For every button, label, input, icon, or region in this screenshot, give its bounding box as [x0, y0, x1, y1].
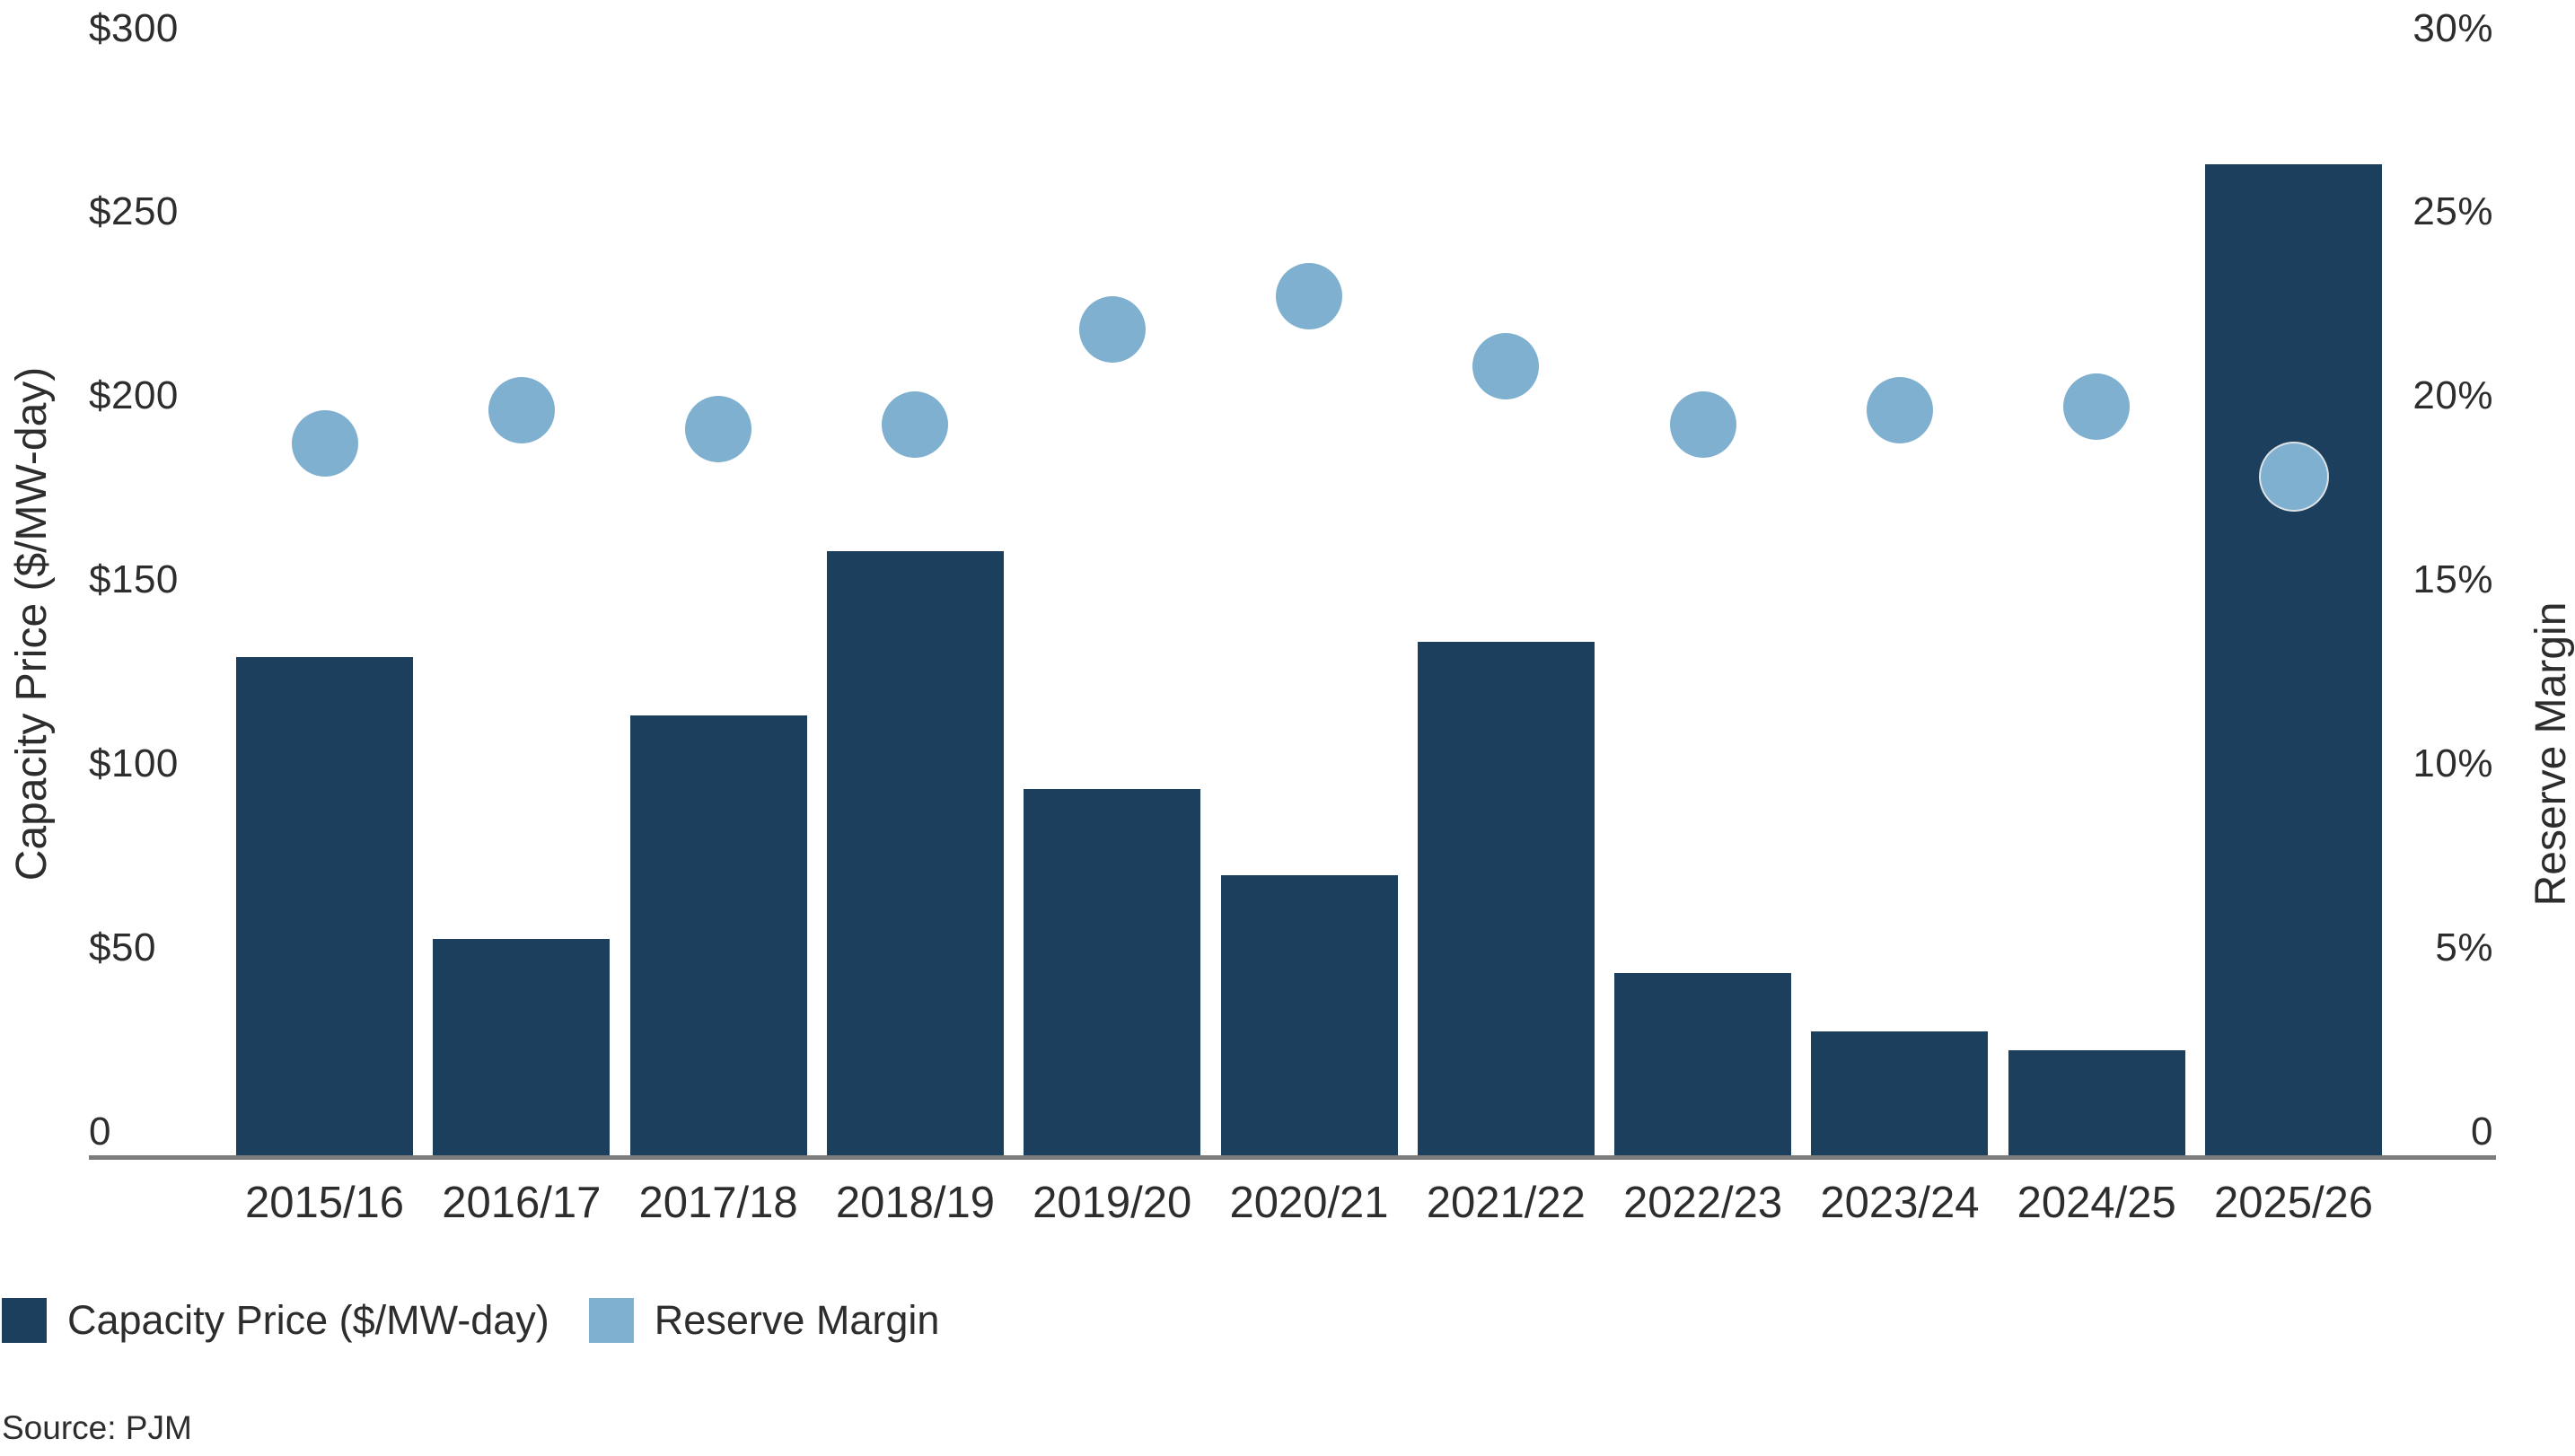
x-axis-label-2016/17: 2016/17	[442, 1179, 602, 1227]
right-axis-tick-0: 0	[2471, 1110, 2493, 1153]
left-axis-tick-$300: $300	[89, 5, 179, 50]
left-axis-tick-$200: $200	[89, 373, 179, 418]
left-axis-tick-$250: $250	[89, 189, 179, 234]
x-axis-label-2019/20: 2019/20	[1033, 1179, 1192, 1227]
left-axis-tick-$150: $150	[89, 557, 179, 602]
left-axis-title: Capacity Price ($/MW-day)	[8, 366, 56, 881]
legend: Capacity Price ($/MW-day) Reserve Margin	[2, 1298, 939, 1343]
bar-2025/26	[2205, 163, 2382, 1157]
right-axis-tick-20%: 20%	[2412, 373, 2493, 418]
dot-2017/18	[685, 395, 752, 462]
x-axis-label-2024/25: 2024/25	[2017, 1179, 2176, 1227]
bar-2021/22	[1417, 642, 1595, 1157]
left-axis-tick-$50: $50	[89, 925, 156, 970]
right-axis-title: Reserve Margin	[2527, 601, 2575, 907]
legend-label: Reserve Margin	[654, 1297, 940, 1343]
bar-2017/18	[629, 715, 807, 1157]
source-note: Source: PJM	[2, 1409, 192, 1446]
legend-item-Capacity Price ($/MW-day): Capacity Price ($/MW-day)	[2, 1298, 549, 1343]
x-axis-label-2015/16: 2015/16	[244, 1179, 405, 1227]
right-axis-tick-10%: 10%	[2412, 741, 2493, 786]
right-axis-tick-30%: 30%	[2412, 5, 2493, 50]
left-axis-tick-$100: $100	[89, 741, 179, 786]
x-axis-label-2022/23: 2022/23	[1623, 1179, 1783, 1227]
x-axis-label-2021/22: 2021/22	[1426, 1179, 1586, 1227]
dot-2019/20	[1078, 295, 1146, 363]
legend-swatch-Reserve Margin	[588, 1298, 634, 1343]
x-axis-label-2023/24: 2023/24	[1820, 1179, 1980, 1227]
bar-2019/20	[1024, 789, 1201, 1157]
dot-2024/25	[2063, 373, 2131, 440]
dot-2018/19	[882, 391, 949, 459]
bar-2020/21	[1220, 875, 1398, 1157]
bar-2016/17	[433, 938, 611, 1157]
bar-2015/16	[236, 656, 413, 1157]
dot-2016/17	[488, 377, 555, 444]
bar-2023/24	[1811, 1031, 1989, 1157]
dot-2015/16	[291, 409, 358, 477]
dot-2023/24	[1866, 377, 1933, 444]
x-axis-label-2025/26: 2025/26	[2213, 1179, 2374, 1227]
legend-item-Reserve Margin: Reserve Margin	[588, 1297, 940, 1343]
x-axis-label-2020/21: 2020/21	[1229, 1179, 1389, 1227]
dot-2020/21	[1276, 262, 1342, 329]
bar-2022/23	[1614, 973, 1792, 1157]
legend-swatch-Capacity Price ($/MW-day)	[2, 1298, 47, 1343]
right-axis-tick-15%: 15%	[2412, 557, 2493, 602]
dot-2025/26	[2260, 443, 2327, 510]
x-axis-line	[89, 1155, 2496, 1160]
right-axis-tick-5%: 5%	[2435, 925, 2493, 970]
left-axis-tick-0: 0	[89, 1110, 111, 1153]
x-axis-label-2017/18: 2017/18	[638, 1179, 798, 1227]
dot-2022/23	[1669, 391, 1736, 459]
bar-2018/19	[826, 550, 1004, 1157]
dot-2021/22	[1472, 332, 1540, 399]
legend-label: Capacity Price ($/MW-day)	[67, 1297, 549, 1343]
x-axis-label-2018/19: 2018/19	[835, 1179, 995, 1227]
right-axis-tick-25%: 25%	[2412, 189, 2493, 234]
bar-2024/25	[2008, 1050, 2185, 1157]
